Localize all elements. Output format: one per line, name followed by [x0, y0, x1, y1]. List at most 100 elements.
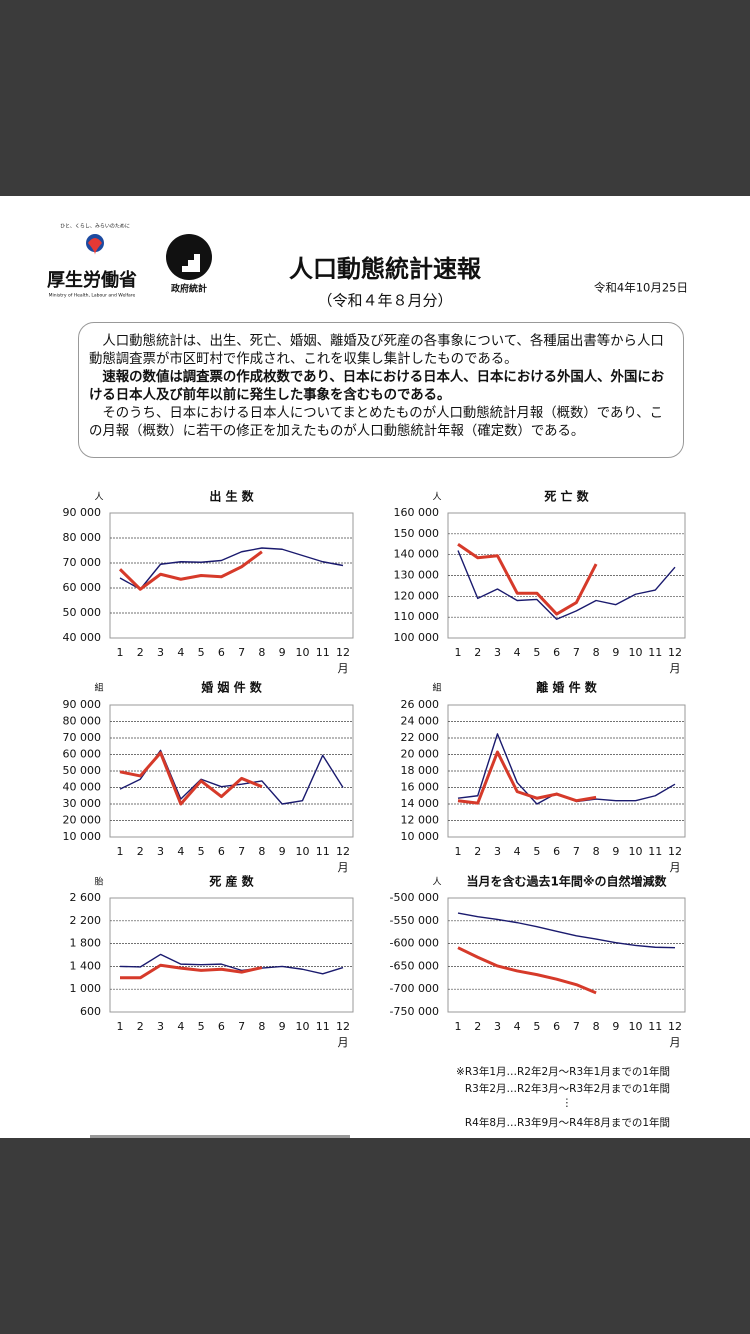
x-tick-label: 8: [258, 845, 265, 858]
x-tick-label: 1: [117, 845, 124, 858]
y-tick-label: 140 000: [394, 548, 440, 561]
x-tick-label: 6: [553, 646, 560, 659]
y-tick-label: -750 000: [390, 1005, 439, 1018]
x-tick-label: 11: [316, 1020, 330, 1033]
x-tick-label: 1: [455, 845, 462, 858]
series-line: [119, 751, 263, 806]
x-tick-label: 9: [279, 646, 286, 659]
y-tick-label: 150 000: [394, 527, 440, 540]
series-line: [457, 946, 597, 995]
x-tick-label: 7: [573, 646, 580, 659]
y-tick-label: 40 000: [63, 631, 102, 644]
notice-box: 人口動態統計は、出生、死亡、婚姻、離婚及び死産の各事象について、各種届出書等から…: [78, 322, 684, 458]
x-tick-label: 1: [455, 646, 462, 659]
y-unit: 組: [94, 682, 103, 694]
x-tick-label: 6: [218, 646, 225, 659]
y-tick-label: -700 000: [390, 982, 439, 995]
x-tick-label: 7: [573, 1020, 580, 1033]
x-tick-label: 8: [593, 646, 600, 659]
y-tick-label: 60 000: [63, 748, 102, 761]
y-tick-label: 120 000: [394, 589, 440, 602]
x-tick-label: 11: [316, 845, 330, 858]
notice-paragraph: 人口動態統計は、出生、死亡、婚姻、離婚及び死産の各事象について、各種届出書等から…: [89, 334, 664, 367]
y-tick-label: 20 000: [401, 748, 440, 761]
x-unit: 月: [338, 662, 349, 675]
y-tick-label: -500 000: [390, 891, 439, 904]
x-tick-label: 2: [137, 845, 144, 858]
subtitle: （令和４年８月分）: [317, 292, 452, 310]
y-tick-label: 1 000: [70, 982, 102, 995]
x-tick-label: 2: [474, 646, 481, 659]
footnote: ※R3年1月…R2年2月～R3年1月までの1年間: [456, 1065, 670, 1078]
y-tick-label: 16 000: [401, 781, 440, 794]
x-tick-label: 7: [238, 845, 245, 858]
x-unit: 月: [338, 861, 349, 874]
x-tick-label: 3: [157, 845, 164, 858]
x-tick-label: 8: [258, 646, 265, 659]
date: 令和4年10月25日: [594, 281, 688, 295]
x-tick-label: 11: [648, 845, 662, 858]
stats-logo: [166, 234, 212, 280]
series-line: [457, 543, 598, 616]
y-tick-label: 100 000: [394, 631, 440, 644]
y-tick-label: 2 600: [70, 891, 102, 904]
x-tick-label: 5: [533, 845, 540, 858]
x-tick-label: 7: [238, 1020, 245, 1033]
y-unit: 胎: [94, 876, 103, 888]
x-tick-label: 6: [218, 845, 225, 858]
y-tick-label: 2 200: [70, 914, 102, 927]
x-tick-label: 12: [336, 845, 350, 858]
y-tick-label: 90 000: [63, 506, 102, 519]
x-tick-label: 3: [494, 646, 501, 659]
x-tick-label: 1: [117, 1020, 124, 1033]
y-tick-label: 10 000: [401, 830, 440, 843]
x-tick-label: 4: [514, 1020, 521, 1033]
x-tick-label: 8: [593, 845, 600, 858]
y-tick-label: 18 000: [401, 764, 440, 777]
x-tick-label: 6: [553, 1020, 560, 1033]
x-tick-label: 7: [573, 845, 580, 858]
x-tick-label: 10: [295, 646, 309, 659]
y-tick-label: 80 000: [63, 715, 102, 728]
x-tick-label: 9: [612, 646, 619, 659]
y-unit: 組: [432, 682, 441, 694]
x-tick-label: 2: [474, 1020, 481, 1033]
y-tick-label: 160 000: [394, 506, 440, 519]
y-unit: 人: [94, 492, 103, 503]
chart-title: 死 亡 数: [544, 489, 589, 504]
x-tick-label: 12: [668, 1020, 682, 1033]
y-tick-label: -550 000: [390, 914, 439, 927]
x-tick-label: 12: [336, 646, 350, 659]
x-tick-label: 1: [117, 646, 124, 659]
x-tick-label: 7: [238, 646, 245, 659]
y-unit: 人: [432, 877, 441, 888]
y-tick-label: 40 000: [63, 781, 102, 794]
x-tick-label: 10: [629, 646, 643, 659]
y-tick-label: 14 000: [401, 797, 440, 810]
y-tick-label: 22 000: [401, 731, 440, 744]
y-tick-label: 70 000: [63, 731, 102, 744]
x-tick-label: 4: [177, 646, 184, 659]
chart-title: 離 婚 件 数: [536, 680, 598, 695]
y-tick-label: 50 000: [63, 606, 102, 619]
x-unit: 月: [670, 1036, 681, 1049]
x-unit: 月: [670, 861, 681, 874]
chart-title: 婚 姻 件 数: [201, 680, 263, 695]
y-tick-label: 90 000: [63, 698, 102, 711]
x-tick-label: 12: [668, 845, 682, 858]
series-line: [457, 550, 676, 620]
x-tick-label: 3: [494, 845, 501, 858]
x-tick-label: 11: [648, 646, 662, 659]
x-tick-label: 2: [137, 646, 144, 659]
series-line: [457, 750, 597, 805]
plot-area: [109, 512, 354, 639]
y-tick-label: 130 000: [394, 569, 440, 582]
x-unit: 月: [670, 662, 681, 675]
x-tick-label: 6: [553, 845, 560, 858]
footnote: R3年2月…R2年3月～R3年2月までの1年間: [465, 1082, 670, 1095]
chart-title: 死 産 数: [209, 874, 254, 889]
y-tick-label: 30 000: [63, 797, 102, 810]
x-tick-label: 5: [198, 1020, 205, 1033]
mhlw-name: 厚生労働省: [47, 269, 137, 291]
